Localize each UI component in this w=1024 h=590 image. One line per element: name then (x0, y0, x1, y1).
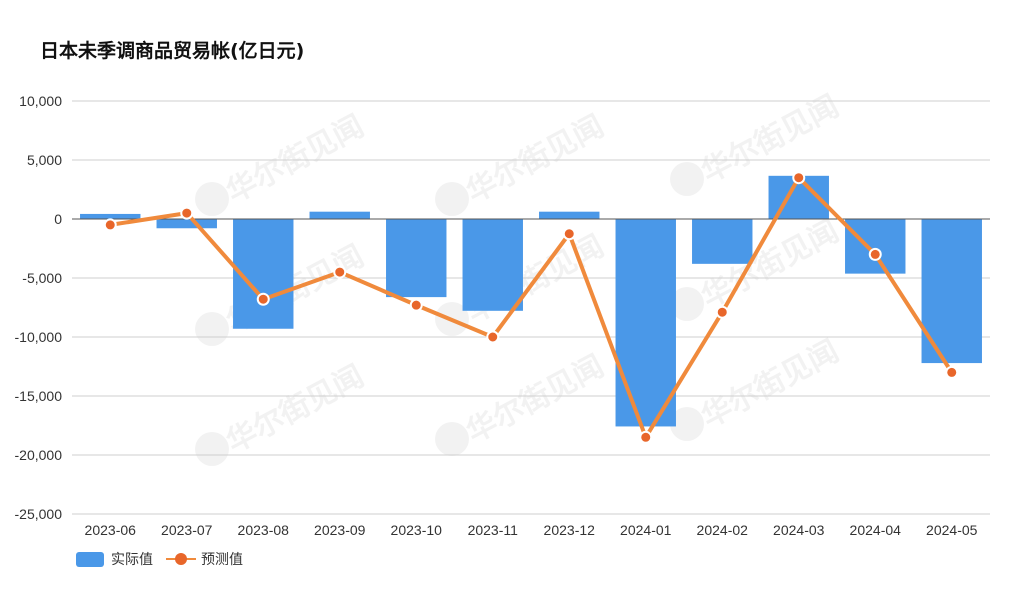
watermark: 华尔街见闻 (195, 359, 370, 466)
gridlines (72, 100, 990, 515)
forecast-point (945, 365, 959, 379)
forecast-point (639, 430, 653, 444)
bar (156, 219, 217, 229)
watermark-text: 华尔街见闻 (696, 89, 845, 190)
x-axis-ticks: 2023-06 2023-07 2023-08 2023-09 2023-10 2023-… (85, 522, 978, 538)
y-tick-label: -20,000 (15, 447, 63, 463)
x-tick-label: 2023-07 (161, 522, 213, 538)
y-tick-label: -10,000 (15, 329, 63, 345)
forecast-point (562, 227, 576, 241)
y-tick-label: -25,000 (15, 506, 63, 522)
bar (80, 213, 141, 219)
x-tick-label: 2023-08 (238, 522, 290, 538)
watermark: 华尔街见闻 (195, 109, 370, 216)
watermark: 华尔街见闻 (435, 109, 610, 216)
x-tick-label: 2024-02 (697, 522, 749, 538)
line-series (103, 171, 959, 444)
forecast-point (333, 265, 347, 279)
x-tick-label: 2023-09 (314, 522, 366, 538)
bar (539, 211, 600, 219)
watermark-yen-icon (195, 182, 229, 216)
chart-title: 日本未季调商品贸易帐(亿日元) (40, 40, 305, 62)
bar (386, 219, 447, 298)
forecast-point (486, 330, 500, 344)
legend-line-swatch (166, 552, 196, 566)
x-tick-label: 2023-12 (544, 522, 596, 538)
forecast-point (409, 298, 423, 312)
watermark-yen-icon (435, 182, 469, 216)
watermark-yen-icon (670, 407, 704, 441)
legend-item-forecast[interactable]: 预测值 (166, 549, 243, 569)
x-tick-label: 2023-10 (391, 522, 443, 538)
forecast-line (108, 175, 954, 440)
x-tick-label: 2023-06 (85, 522, 137, 538)
x-tick-label: 2024-05 (926, 522, 978, 538)
forecast-point (792, 171, 806, 185)
legend-bar-swatch (76, 551, 104, 567)
forecast-point (256, 292, 270, 306)
watermark-yen-icon (670, 162, 704, 196)
x-tick-label: 2023-11 (468, 522, 519, 538)
watermark-text: 华尔街见闻 (221, 359, 370, 460)
legend-item-actual[interactable]: 实际值 (76, 549, 153, 569)
y-tick-label: -5,000 (22, 270, 62, 286)
watermark-yen-icon (195, 432, 229, 466)
watermark-yen-icon (435, 422, 469, 456)
forecast-point (180, 206, 194, 220)
y-tick-label: 10,000 (19, 93, 62, 109)
bar (845, 219, 906, 274)
watermark-text: 华尔街见闻 (696, 334, 845, 435)
x-tick-label: 2024-04 (850, 522, 902, 538)
watermark: 华尔街见闻 (670, 334, 845, 441)
legend-label-forecast: 预测值 (201, 552, 243, 568)
x-tick-label: 2024-03 (773, 522, 825, 538)
bar (692, 219, 753, 264)
y-axis-ticks: 10,000 5,000 0 -5,000 -10,000 -15,000 -20,000 -… (15, 93, 63, 522)
legend-label-actual: 实际值 (111, 552, 153, 568)
forecast-point (103, 218, 117, 232)
y-tick-label: 5,000 (27, 152, 62, 168)
x-tick-label: 2024-01 (620, 522, 672, 538)
bar (462, 219, 523, 311)
bar (309, 211, 370, 219)
bar (615, 219, 676, 427)
y-tick-label: -15,000 (15, 388, 63, 404)
watermark-text: 华尔街见闻 (461, 349, 610, 450)
watermark: 华尔街见闻 (435, 349, 610, 456)
y-tick-label: 0 (54, 211, 62, 227)
forecast-point (715, 305, 729, 319)
watermark-yen-icon (670, 287, 704, 321)
forecast-point (868, 247, 882, 261)
